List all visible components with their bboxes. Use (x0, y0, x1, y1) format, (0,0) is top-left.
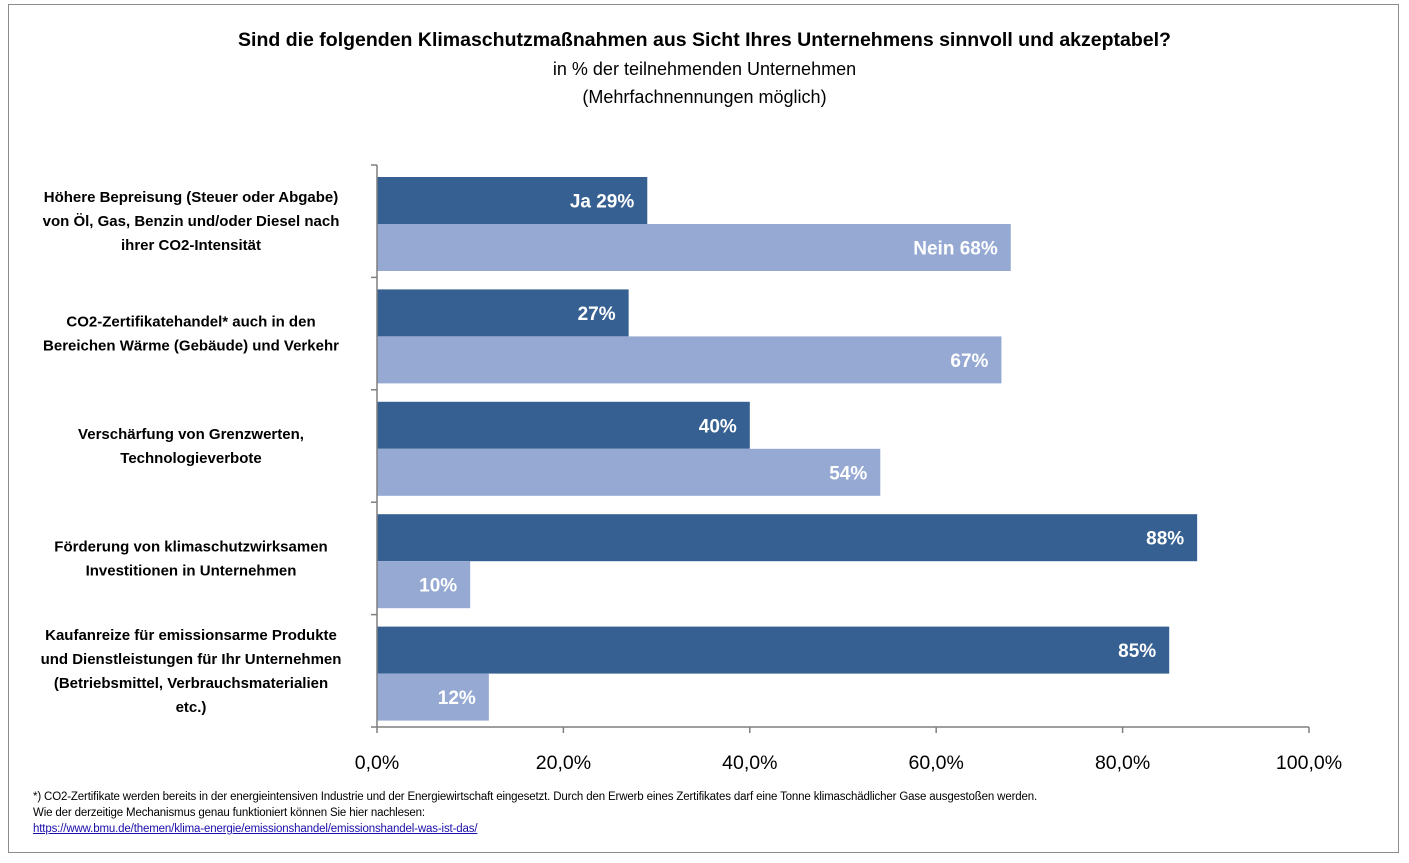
bar-nein-2 (377, 336, 1002, 384)
chart-title: Sind die folgenden Klimaschutzmaßnahmen … (238, 29, 1171, 51)
chart-frame (8, 4, 1399, 853)
bar-nein-4 (377, 561, 471, 609)
x-tick-label-4: 80,0% (1095, 752, 1150, 774)
category-label-1-line-2: von Öl, Gas, Benzin und/oder Diesel nach (43, 213, 340, 230)
label-group: Ja 29% Nein 68% Höhere Bepreisung (Steuer … (41, 189, 1343, 774)
bar-nein-3 (377, 448, 881, 496)
bar-label-nein-5: 12% (438, 688, 476, 709)
category-label-3-line-2: Technologieverbote (120, 450, 261, 467)
x-tick-label-1: 20,0% (536, 752, 591, 774)
bar-ja-4 (377, 514, 1198, 562)
bar-chart: Ja 29% Nein 68% Höhere Bepreisung (Steuer … (41, 164, 1343, 774)
chart-subtitle: in % der teilnehmenden Unternehmen (552, 59, 857, 79)
category-label-2-line-2: Bereichen Wärme (Gebäude) und Verkehr (43, 338, 339, 355)
bar-label-nein-4: 10% (419, 576, 457, 597)
bar-label-nein-3: 54% (829, 463, 867, 484)
bar-label-ja-1: Ja 29% (570, 192, 635, 213)
axes (371, 164, 1310, 733)
category-label-5-line-4: etc.) (176, 699, 207, 716)
bar-label-nein-1: Nein 68% (913, 239, 998, 260)
category-label-1-line-1: Höhere Bepreisung (Steuer oder Abgabe) (44, 189, 339, 206)
x-tick-label-0: 0,0% (355, 752, 399, 774)
bar-label-nein-2: 67% (950, 351, 988, 372)
bar-ja-2 (377, 289, 629, 337)
chart-subtitle-note: (Mehrfachnennungen möglich) (582, 87, 827, 107)
bar-group (377, 177, 1198, 721)
bar-label-ja-5: 85% (1118, 641, 1156, 662)
category-label-5-line-1: Kaufanreize für emissionsarme Produkte (45, 627, 337, 644)
bar-ja-3 (377, 401, 750, 449)
bar-label-ja-4: 88% (1146, 529, 1184, 550)
category-label-5-line-3: (Betriebsmittel, Verbrauchsmaterialien (54, 675, 328, 692)
bar-ja-5 (377, 626, 1170, 674)
category-label-5-line-2: und Dienstleistungen für Ihr Unternehmen (41, 651, 342, 668)
bar-ja-1 (377, 177, 648, 224)
category-label-1-line-3: ihrer CO2-Intensität (121, 237, 261, 254)
bar-label-ja-2: 27% (578, 304, 616, 325)
bar-nein-5 (377, 673, 489, 721)
x-tick-label-3: 60,0% (909, 752, 964, 774)
x-tick-label-2: 40,0% (722, 752, 777, 774)
footnote-line-2: Wie der derzeitige Mechanismus genau fun… (33, 807, 425, 819)
bar-nein-1 (377, 224, 1011, 271)
category-label-4-line-1: Förderung von klimaschutzwirksamen (54, 538, 327, 555)
category-label-2-line-1: CO2-Zertifikatehandel* auch in den (66, 314, 315, 331)
category-label-4-line-2: Investitionen in Unternehmen (86, 562, 297, 579)
category-label-3-line-1: Verschärfung von Grenzwerten, (78, 426, 304, 443)
bar-label-ja-3: 40% (699, 416, 737, 437)
footnote-line-1: *) CO2-Zertifikate werden bereits in der… (33, 791, 1038, 803)
footnote-link[interactable]: https://www.bmu.de/themen/klima-energie/… (33, 823, 478, 835)
x-tick-label-5: 100,0% (1276, 752, 1342, 774)
